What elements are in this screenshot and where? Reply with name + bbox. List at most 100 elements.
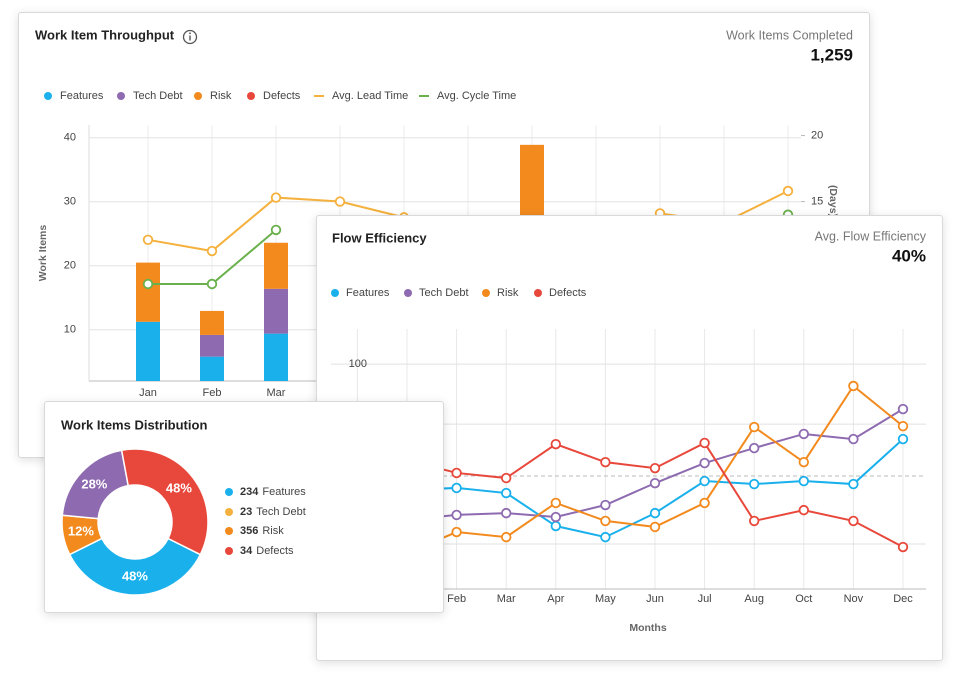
legend-dot <box>482 289 490 297</box>
line-point <box>600 531 611 543</box>
card-title: Work Item Throughput <box>35 27 175 42</box>
line-point <box>699 475 710 487</box>
y-axis-title: Work Items <box>37 225 49 282</box>
legend-dot <box>225 508 233 516</box>
line-point <box>848 478 859 490</box>
line-point <box>749 421 760 433</box>
line-point <box>550 520 562 532</box>
line-point <box>897 403 909 415</box>
legend-dot <box>534 289 542 297</box>
line-point <box>699 437 710 449</box>
legend-name: Features <box>262 486 306 498</box>
bar-segment <box>136 321 160 381</box>
distribution-card: Work Items Distribution 48% 12% 28% 48% 234 F… <box>44 401 444 613</box>
line-point <box>798 475 810 487</box>
line-point <box>897 420 909 432</box>
kpi-label: Work Items Completed <box>726 28 853 42</box>
legend-dot <box>225 488 233 496</box>
line-point <box>206 245 218 257</box>
legend-label: Defects <box>549 287 587 299</box>
line-point <box>848 433 859 445</box>
y-tick-label: 100 <box>349 358 367 370</box>
legend-dot <box>331 289 339 297</box>
x-tick-label: Feb <box>203 387 222 399</box>
x-axis-title: Months <box>629 622 666 634</box>
line-point <box>649 477 661 489</box>
legend-label: 356 Risk <box>240 525 284 537</box>
line-point <box>897 541 909 553</box>
line-point <box>600 456 611 468</box>
bar-segment <box>264 288 288 334</box>
x-tick-label: Jul <box>698 593 712 605</box>
line-point <box>782 185 794 197</box>
x-tick-label: Jan <box>139 387 157 399</box>
slice-label: 28% <box>81 476 107 491</box>
line-point <box>334 196 346 207</box>
line-point <box>550 438 562 450</box>
slice-label: 12% <box>68 524 94 539</box>
kpi-label: Avg. Flow Efficiency <box>815 229 927 243</box>
y-tick-label: 20 <box>64 260 76 272</box>
kpi-value: 40% <box>892 246 926 265</box>
line-point <box>749 478 760 490</box>
line-point <box>270 224 282 236</box>
legend-name: Tech Debt <box>256 506 306 518</box>
legend-label: Avg. Cycle Time <box>437 90 516 102</box>
line-point <box>142 278 154 290</box>
bar-segment <box>264 333 288 381</box>
legend-label: Risk <box>210 90 232 102</box>
legend-name: Defects <box>256 545 294 557</box>
x-tick-label: Jun <box>646 593 664 605</box>
line-point <box>749 515 760 527</box>
info-icon[interactable] <box>182 29 198 45</box>
y-tick-label: 40 <box>64 132 76 144</box>
line-point <box>270 192 282 203</box>
kpi-value: 1,259 <box>810 45 853 64</box>
bar-segment <box>136 262 160 322</box>
legend-label: 23 Tech Debt <box>240 506 306 518</box>
line-point <box>500 531 512 543</box>
line-point <box>600 515 611 527</box>
legend-dot <box>247 92 255 100</box>
legend-dot <box>44 92 52 100</box>
legend-dot <box>225 527 233 535</box>
legend-dot <box>194 92 202 100</box>
line-point <box>206 278 218 290</box>
y-tick-label: 10 <box>64 324 76 336</box>
bar-segment <box>200 310 224 335</box>
legend-label: Avg. Lead Time <box>332 90 408 102</box>
line-point <box>451 482 462 494</box>
line-point <box>749 442 760 454</box>
bar-segment <box>200 356 224 381</box>
legend-label: 34 Defects <box>240 545 294 557</box>
legend-label: Features <box>346 287 390 299</box>
legend-label: Features <box>60 90 104 102</box>
line-point <box>600 499 611 511</box>
bar-segment <box>264 242 288 289</box>
pie-slice <box>120 448 209 556</box>
x-tick-label: Mar <box>267 387 286 399</box>
slice-label: 48% <box>122 568 148 583</box>
y-tick-label: 30 <box>64 196 76 208</box>
distribution-chart: Work Items Distribution 48% 12% 28% 48% 234 F… <box>61 417 306 596</box>
line-point <box>798 428 810 440</box>
legend-label: Defects <box>263 90 301 102</box>
legend-label: 234 Features <box>240 486 306 498</box>
line-point <box>848 515 859 527</box>
slice-label: 48% <box>166 480 192 495</box>
bar-segment <box>200 334 224 357</box>
x-tick-label: Nov <box>844 593 864 605</box>
line-point <box>798 504 810 516</box>
legend-count: 23 <box>240 506 252 518</box>
line-point <box>550 497 562 509</box>
y2-tick-label: 20 <box>811 129 823 141</box>
line-point <box>699 497 710 509</box>
line-point <box>142 234 154 246</box>
x-tick-label: Oct <box>795 593 812 605</box>
line-point <box>798 456 810 468</box>
x-tick-label: Dec <box>893 593 913 605</box>
legend-name: Risk <box>262 525 284 537</box>
line-point <box>699 457 710 469</box>
legend-count: 234 <box>240 486 259 498</box>
